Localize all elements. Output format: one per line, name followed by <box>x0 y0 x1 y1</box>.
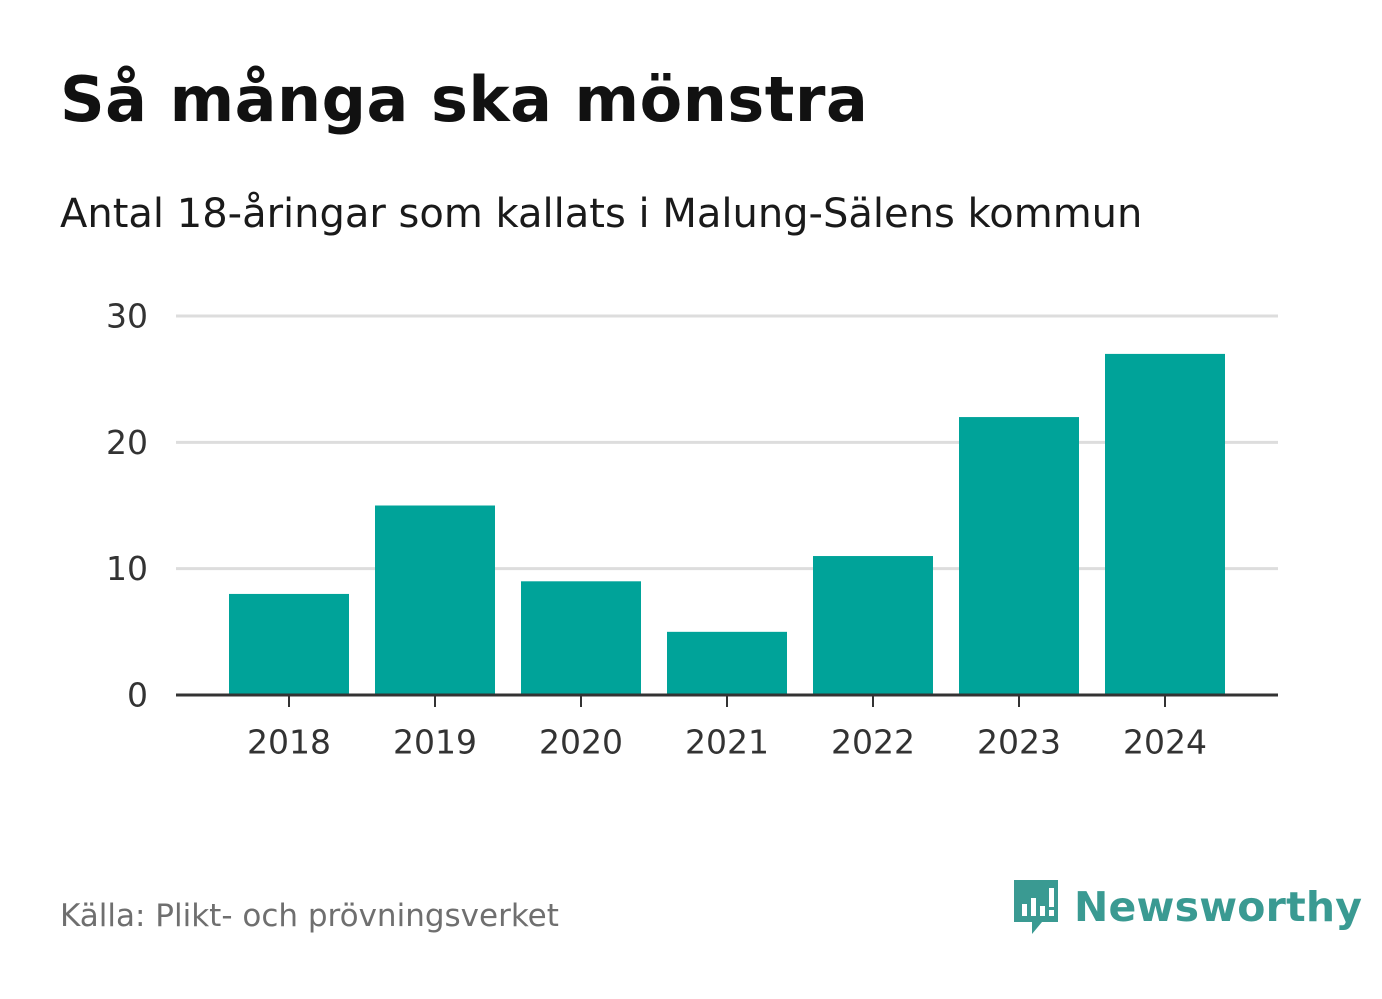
bar-2020 <box>521 581 641 695</box>
x-tick-label-2018: 2018 <box>247 723 331 762</box>
brand-logo: Newsworthy <box>1010 876 1362 938</box>
chart-subtitle: Antal 18-åringar som kallats i Malung-Sä… <box>60 191 1143 237</box>
bar-2019 <box>375 505 495 695</box>
x-tick-label-2023: 2023 <box>977 723 1061 762</box>
bar-2021 <box>667 631 787 695</box>
x-tick-label-2022: 2022 <box>831 723 915 762</box>
x-tick-label-2020: 2020 <box>539 723 623 762</box>
bar-2018 <box>229 593 349 695</box>
x-tick-label-2024: 2024 <box>1123 723 1207 762</box>
x-tick-label-2019: 2019 <box>393 723 477 762</box>
y-axis-tick-labels: 0 10 20 30 <box>106 297 148 715</box>
newsworthy-logo-icon <box>1014 880 1058 934</box>
y-tick-label-20: 20 <box>106 423 148 462</box>
chart-title: Så många ska mönstra <box>60 63 869 136</box>
y-tick-label-10: 10 <box>106 549 148 588</box>
bar-2023 <box>959 417 1079 695</box>
x-axis-ticks: 2018 2019 2020 2021 2022 2023 2024 <box>247 695 1207 762</box>
brand-name: Newsworthy <box>1074 883 1363 931</box>
bars <box>229 353 1225 695</box>
bar-2024 <box>1105 353 1225 695</box>
bar-2022 <box>813 556 933 695</box>
y-tick-label-0: 0 <box>127 676 148 715</box>
source-note: Källa: Plikt- och prövningsverket <box>60 898 559 934</box>
grid-lines <box>176 314 1278 571</box>
x-tick-label-2021: 2021 <box>685 723 769 762</box>
y-tick-label-30: 30 <box>106 297 148 336</box>
